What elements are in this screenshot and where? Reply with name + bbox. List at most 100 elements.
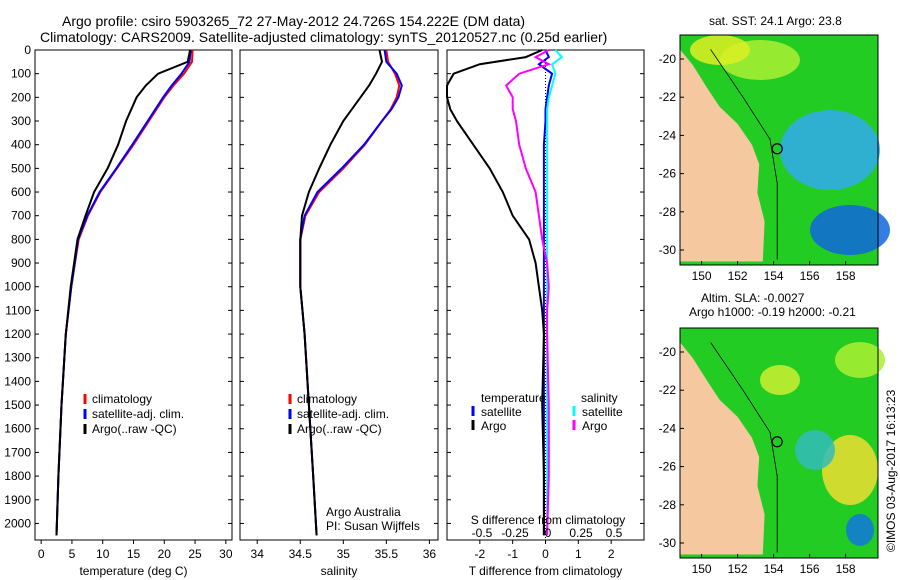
y-tick-label: 700 xyxy=(11,209,31,223)
y-tick-label: 2000 xyxy=(4,516,31,530)
y-tick-label: 800 xyxy=(11,232,31,246)
y-tick-label: 1400 xyxy=(4,374,31,388)
argo-location-marker xyxy=(771,143,783,155)
s-tick-label: 0 xyxy=(545,526,552,540)
lon-tick-label: 158 xyxy=(836,562,856,576)
x-tick-label: 35.5 xyxy=(375,547,399,561)
lon-tick-label: 152 xyxy=(728,562,748,576)
legend-label: climatology xyxy=(92,392,152,406)
map2-title-2: Argo h1000: -0.19 h2000: -0.21 xyxy=(689,305,856,319)
sst-feature xyxy=(760,365,800,395)
lon-tick-label: 152 xyxy=(728,269,748,283)
lon-tick-label: 154 xyxy=(764,269,784,283)
x-tick-label: 34.5 xyxy=(289,547,313,561)
lat-tick-label: -22 xyxy=(659,90,677,104)
x-tick-label: 35 xyxy=(337,547,351,561)
lat-tick-label: -20 xyxy=(659,345,677,359)
map1-title: sat. SST: 24.1 Argo: 23.8 xyxy=(709,14,842,28)
x-tick-label: 0 xyxy=(542,547,549,561)
sst-feature xyxy=(780,110,880,190)
y-tick-label: 600 xyxy=(11,185,31,199)
x-tick-label: 20 xyxy=(158,547,172,561)
title-line-2: Climatology: CARS2009. Satellite-adjuste… xyxy=(40,29,608,45)
legend-label: satellite xyxy=(481,405,522,419)
lat-tick-label: -26 xyxy=(659,460,677,474)
y-tick-label: 500 xyxy=(11,161,31,175)
x-tick-label: -2 xyxy=(474,547,485,561)
sst-feature xyxy=(835,342,885,378)
lat-tick-label: -30 xyxy=(659,536,677,550)
map-frame xyxy=(679,327,879,559)
legend-label: Argo xyxy=(481,419,507,433)
s-tick-label: 0.5 xyxy=(606,526,623,540)
lat-tick-label: -26 xyxy=(659,167,677,181)
x-tick-label: -1 xyxy=(507,547,518,561)
series-t-argo xyxy=(446,49,545,536)
y-tick-label: 200 xyxy=(11,90,31,104)
y-tick-label: 1000 xyxy=(4,280,31,294)
series-climatology xyxy=(299,49,401,536)
map-frame xyxy=(679,34,879,266)
y-tick-label: 1700 xyxy=(4,445,31,459)
lat-tick-label: -30 xyxy=(659,243,677,257)
x-tick-label: 5 xyxy=(69,547,76,561)
lon-tick-label: 156 xyxy=(800,562,820,576)
sst-feature xyxy=(795,430,835,470)
x-axis-label: salinity xyxy=(321,564,358,578)
lon-tick-label: 150 xyxy=(692,269,712,283)
map-1: 150 152 154 156 158 -20 -22 -24 -26 -28 -30 xyxy=(659,34,890,283)
x-tick-label: 15 xyxy=(127,547,141,561)
lat-tick-label: -28 xyxy=(659,205,677,219)
x-tick-label: 25 xyxy=(188,547,202,561)
series-satellite-adj--clim- xyxy=(299,49,403,536)
lon-tick-label: 158 xyxy=(836,269,856,283)
y-tick-label: 1100 xyxy=(5,303,31,317)
lat-tick-label: -28 xyxy=(659,498,677,512)
x-tick-label: 2 xyxy=(608,547,615,561)
s-axis-label: S difference from climatology xyxy=(471,513,626,527)
y-tick-label: 900 xyxy=(11,256,31,270)
y-tick-label: 1200 xyxy=(4,327,31,341)
panel-1-frame xyxy=(239,49,439,541)
x-axis-label: T difference from climatology xyxy=(469,564,623,578)
legend-label: Argo(..raw -QC) xyxy=(297,422,382,436)
y-tick-label: 1600 xyxy=(4,422,31,436)
y-tick-label: 400 xyxy=(11,138,31,152)
x-tick-label: 36 xyxy=(423,547,437,561)
legend-label: Argo(..raw -QC) xyxy=(92,422,177,436)
y-tick-label: 1500 xyxy=(4,398,31,412)
annotation: Argo Australia xyxy=(326,505,401,519)
bathymetry-contour xyxy=(710,49,778,260)
series-satellite-adj--clim- xyxy=(55,49,192,536)
lon-tick-label: 150 xyxy=(692,562,712,576)
s-tick-label: -0.5 xyxy=(472,526,493,540)
x-tick-label: 30 xyxy=(219,547,233,561)
lat-tick-label: -20 xyxy=(659,52,677,66)
map2-title-1: Altim. SLA: -0.0027 xyxy=(701,291,805,305)
argo-location-marker xyxy=(771,436,783,448)
series-s-argo xyxy=(504,49,552,536)
y-tick-label: 100 xyxy=(11,67,31,81)
legend-title-temperature: temperature xyxy=(481,391,546,405)
y-tick-label: 1900 xyxy=(4,493,31,507)
legend-label: satellite xyxy=(582,405,623,419)
lon-tick-label: 154 xyxy=(764,562,784,576)
y-tick-label: 1800 xyxy=(4,469,31,483)
sst-feature xyxy=(810,205,890,255)
credit: ©IMOS 03-Aug-2017 16:13:23 xyxy=(884,389,898,552)
legend-label: climatology xyxy=(297,392,357,406)
x-tick-label: 10 xyxy=(96,547,110,561)
y-tick-label: 1300 xyxy=(4,351,31,365)
land xyxy=(680,49,765,262)
x-tick-label: 1 xyxy=(575,547,582,561)
series-argo---raw--qc- xyxy=(299,49,384,536)
map-2: 150 152 154 156 158 -20 -22 -24 -26 -28 -30 xyxy=(659,327,885,576)
legend-label: Argo xyxy=(582,419,608,433)
sst-feature xyxy=(846,514,874,546)
lat-tick-label: -24 xyxy=(659,421,677,435)
legend-label: satellite-adj. clim. xyxy=(297,407,389,421)
annotation: PI: Susan Wijffels xyxy=(326,519,420,533)
legend-label: satellite-adj. clim. xyxy=(92,407,184,421)
sst-feature xyxy=(822,435,878,505)
